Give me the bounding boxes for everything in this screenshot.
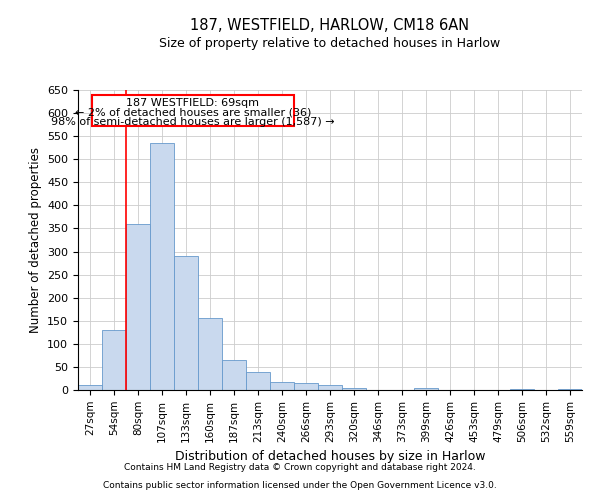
- FancyBboxPatch shape: [92, 94, 293, 126]
- Text: 98% of semi-detached houses are larger (1,587) →: 98% of semi-detached houses are larger (…: [51, 116, 335, 126]
- Bar: [270, 382, 294, 390]
- Bar: [510, 388, 534, 390]
- Bar: [150, 143, 174, 390]
- Text: Size of property relative to detached houses in Harlow: Size of property relative to detached ho…: [160, 38, 500, 51]
- X-axis label: Distribution of detached houses by size in Harlow: Distribution of detached houses by size …: [175, 450, 485, 463]
- Bar: [198, 318, 222, 390]
- Bar: [174, 256, 198, 390]
- Bar: [102, 330, 126, 390]
- Bar: [414, 388, 438, 390]
- Bar: [78, 386, 102, 390]
- Bar: [558, 388, 582, 390]
- Text: 187 WESTFIELD: 69sqm: 187 WESTFIELD: 69sqm: [126, 98, 259, 108]
- Bar: [342, 388, 366, 390]
- Bar: [294, 383, 318, 390]
- Text: Contains public sector information licensed under the Open Government Licence v3: Contains public sector information licen…: [103, 481, 497, 490]
- Y-axis label: Number of detached properties: Number of detached properties: [29, 147, 41, 333]
- Bar: [222, 360, 246, 390]
- Bar: [246, 372, 270, 390]
- Bar: [126, 224, 150, 390]
- Text: Contains HM Land Registry data © Crown copyright and database right 2024.: Contains HM Land Registry data © Crown c…: [124, 464, 476, 472]
- Text: 187, WESTFIELD, HARLOW, CM18 6AN: 187, WESTFIELD, HARLOW, CM18 6AN: [190, 18, 470, 32]
- Text: ← 2% of detached houses are smaller (36): ← 2% of detached houses are smaller (36): [74, 108, 311, 118]
- Bar: [318, 386, 342, 390]
